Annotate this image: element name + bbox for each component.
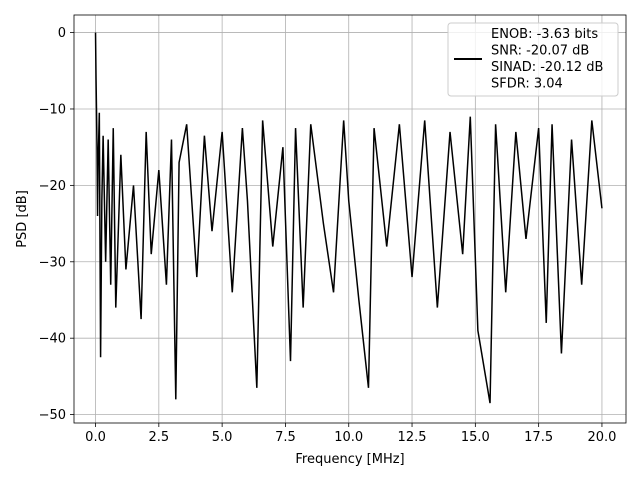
x-tick-label: 17.5 [524, 430, 553, 445]
legend-box [447, 22, 619, 97]
legend-line-1: SNR: -20.07 dB [491, 44, 589, 59]
x-tick-label: 20.0 [587, 430, 616, 445]
legend: ENOB: -3.63 bits SNR: -20.07 dB SINAD: -20… [447, 22, 619, 97]
legend-line-3: SFDR: 3.04 [491, 77, 563, 92]
y-tick-label: −20 [39, 179, 66, 194]
y-axis-label: PSD [dB] [15, 190, 30, 248]
series-layer [94, 32, 603, 404]
legend-entry-label: ENOB: -3.63 bits SNR: -20.07 dB SINAD: -20… [491, 27, 603, 92]
grid [74, 15, 626, 423]
x-tick-label: 5.0 [212, 430, 233, 445]
y-tick-label: −50 [39, 408, 66, 423]
x-tick-label: 2.5 [148, 430, 169, 445]
legend-line-2: SINAD: -20.12 dB [491, 60, 603, 75]
y-tick-label: −40 [39, 332, 66, 347]
y-tick-label: −30 [39, 255, 66, 270]
ticks: 0.0 2.5 5.0 7.5 10.0 12.5 15.0 17.5 20.0 0 −10 −20 −… [39, 26, 617, 445]
x-tick-label: 10.0 [334, 430, 363, 445]
x-tick-label: 0.0 [85, 430, 106, 445]
series-line [94, 32, 603, 404]
x-tick-label: 12.5 [398, 430, 427, 445]
x-tick-label: 15.0 [461, 430, 490, 445]
y-tick-label: 0 [58, 26, 66, 41]
axes-frame [73, 14, 627, 424]
y-tick-label: −10 [39, 102, 66, 117]
x-axis-label: Frequency [MHz] [295, 452, 404, 467]
x-tick-label: 7.5 [275, 430, 296, 445]
legend-line-0: ENOB: -3.63 bits [491, 27, 598, 42]
